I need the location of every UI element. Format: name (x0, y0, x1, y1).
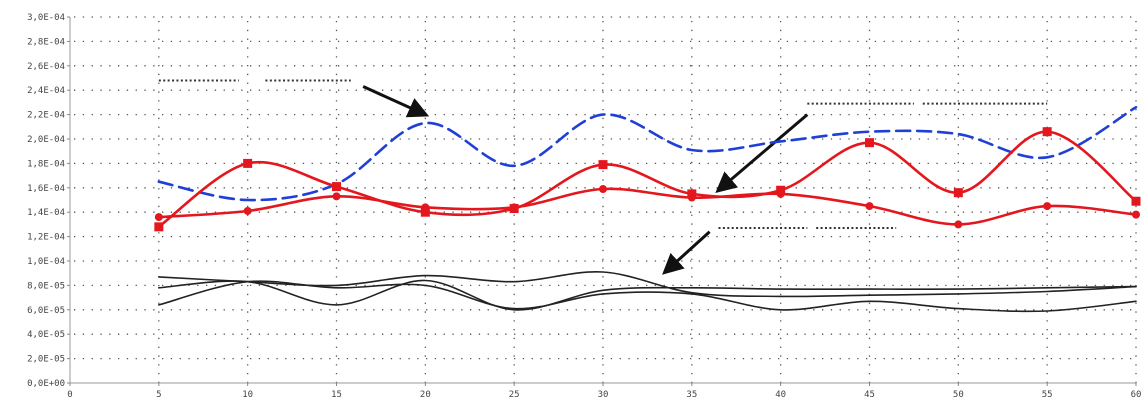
series-1-line (157, 106, 1138, 202)
series-3-point (332, 192, 341, 201)
series-2-point (154, 222, 164, 232)
series-2-point (420, 207, 430, 217)
series-3-point (243, 206, 252, 215)
y-tick-label: 2,2E-04 (27, 111, 65, 121)
y-tick-label: 1,0E-04 (27, 257, 65, 267)
x-tick-label: 45 (864, 390, 875, 400)
y-tick-label: 1,6E-04 (27, 184, 65, 194)
y-tick-label: 2,6E-04 (27, 62, 65, 72)
series-2-point (1042, 127, 1052, 137)
y-tick-label: 3,0E-04 (27, 13, 65, 23)
y-tick-label: 2,0E-04 (27, 135, 65, 145)
series-2-point (332, 182, 341, 192)
x-tick-label: 40 (775, 390, 786, 400)
series-3-point (599, 185, 607, 194)
annotation-arrow (662, 230, 711, 275)
y-tick-label: 2,4E-04 (27, 86, 65, 96)
series-3-point (954, 220, 963, 229)
series-2-point (776, 185, 786, 195)
annotation-arrow (715, 113, 809, 193)
x-tick-label: 50 (953, 390, 964, 400)
y-tick-label: 0,0E+00 (27, 379, 65, 389)
x-tick-label: 5 (156, 390, 161, 400)
x-tick-label: 60 (1131, 390, 1141, 400)
y-tick-label: 6,0E-05 (27, 306, 65, 316)
series-2-point (865, 138, 874, 148)
y-tick-label: 1,2E-04 (27, 233, 65, 243)
series-2-point (509, 204, 519, 214)
y-tick-label: 2,8E-04 (27, 37, 65, 47)
series-2-point (243, 158, 253, 168)
series-layer (154, 106, 1141, 313)
series-3-point (1043, 202, 1052, 211)
y-tick-label: 2,0E-05 (27, 355, 65, 365)
x-tick-label: 30 (598, 390, 609, 400)
series-5-line (158, 279, 1137, 311)
x-tick-label: 15 (331, 390, 342, 400)
series-3-point (154, 213, 163, 222)
x-tick-label: 20 (420, 390, 431, 400)
series-2-point (953, 188, 963, 198)
axes: 0,0E+00 2,0E-05 4,0E-05 6,0E-05 8,0E-05 1,0E-… (27, 13, 1141, 400)
y-tick-label: 4,0E-05 (27, 330, 65, 340)
series-4-line (158, 271, 1137, 298)
y-tick-label: 1,8E-04 (27, 159, 65, 169)
x-tick-label: 10 (242, 390, 253, 400)
series-2-line (157, 130, 1138, 229)
x-tick-label: 55 (1042, 390, 1053, 400)
series-3-line (157, 187, 1138, 226)
series-3-point (1132, 210, 1140, 219)
series-6-line (158, 280, 1137, 313)
series-2-point (1131, 196, 1141, 206)
x-tick-label: 0 (67, 390, 72, 400)
y-tick-label: 8,0E-05 (27, 281, 65, 291)
x-tick-label: 25 (509, 390, 520, 400)
series-3-point (865, 202, 874, 211)
series-2-point (598, 160, 608, 170)
series-2-point (687, 189, 697, 199)
annotations (158, 79, 1048, 275)
x-tick-label: 35 (686, 390, 697, 400)
y-tick-label: 1,4E-04 (27, 208, 65, 218)
annotation-arrow (362, 85, 430, 118)
